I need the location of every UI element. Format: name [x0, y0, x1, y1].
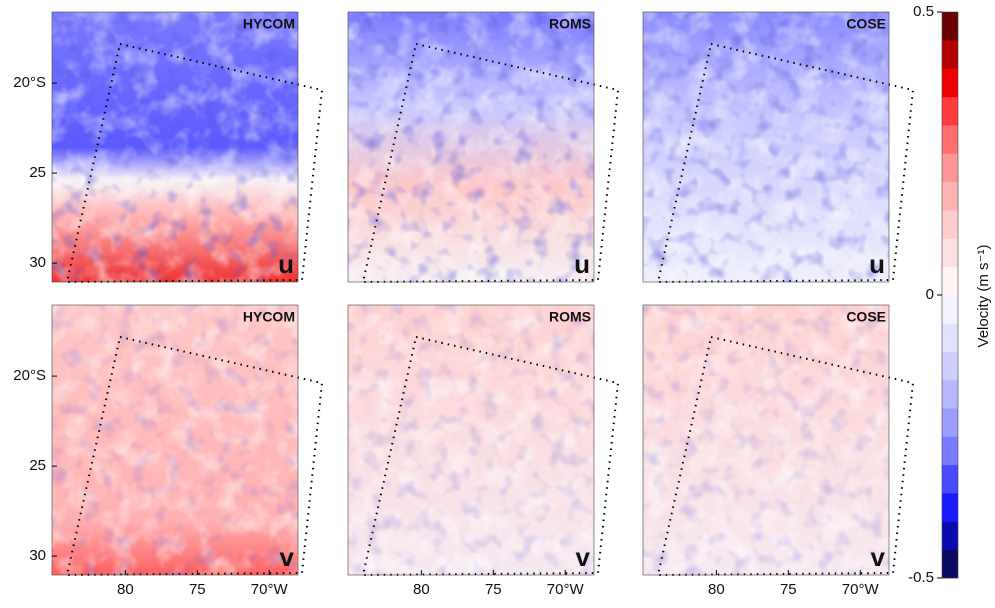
map-panel: HYCOM u 20°S 25 30	[13, 11, 324, 284]
panel-title: HYCOM	[243, 16, 295, 32]
field-texture	[348, 305, 594, 575]
panel-title: ROMS	[549, 16, 591, 32]
panel-title: HYCOM	[243, 309, 295, 325]
y-tick-label: 25	[29, 164, 46, 181]
field-texture	[643, 305, 889, 575]
colorbar-tick-label: 0	[926, 286, 934, 303]
y-tick-label: 25	[29, 457, 46, 474]
colorbar-band	[942, 436, 958, 466]
y-tick-label: 20°S	[13, 367, 46, 384]
panel-frame	[51, 11, 299, 283]
panel-variable: u	[278, 249, 294, 279]
colorbar-band	[942, 295, 958, 324]
panel-frame	[347, 304, 595, 576]
field-texture	[348, 12, 594, 282]
x-tick-label: 80	[117, 581, 134, 598]
panel-variable: v	[871, 542, 886, 572]
panel-frame	[51, 304, 299, 576]
colorbar-band	[942, 379, 958, 409]
colorbar-band	[942, 125, 958, 154]
x-tick-label: 70°W	[842, 581, 880, 598]
map-panel: ROMS v 80 75 70°W	[347, 304, 620, 598]
x-tick-label: 75	[189, 581, 206, 598]
colorbar-band	[942, 68, 958, 98]
colorbar-band	[942, 351, 958, 381]
colorbar-band	[942, 210, 958, 239]
colorbar-band	[942, 549, 958, 579]
x-tick-label: 80	[708, 581, 725, 598]
map-panel: ROMS u	[347, 11, 620, 284]
y-tick-label: 30	[29, 547, 46, 564]
map-panel: COSE u	[642, 11, 915, 284]
panel-frame	[347, 11, 595, 283]
colorbar-band	[942, 153, 958, 183]
x-tick-label: 75	[485, 581, 502, 598]
panel-frame	[642, 11, 890, 283]
x-tick-label: 75	[780, 581, 797, 598]
field-texture	[52, 12, 298, 282]
y-tick-label: 30	[29, 254, 46, 271]
panel-title: COSE	[846, 309, 886, 325]
x-tick-label: 70°W	[547, 581, 585, 598]
y-tick-label: 20°S	[13, 74, 46, 91]
map-panel: HYCOM v 20°S 25 30 80 75 70°W	[13, 304, 324, 598]
colorbar-tick-label: -0.5	[908, 569, 934, 586]
x-tick-label: 70°W	[251, 581, 289, 598]
colorbar-band	[942, 521, 958, 550]
colorbar-band	[942, 266, 958, 296]
colorbar-band	[942, 323, 958, 352]
x-tick-label: 80	[413, 581, 430, 598]
panel-variable: u	[869, 249, 885, 279]
colorbar-band	[942, 181, 958, 211]
colorbar-tick-label: 0.5	[913, 3, 934, 20]
panel-variable: v	[280, 542, 295, 572]
field-texture	[643, 12, 889, 282]
colorbar-band	[942, 238, 958, 267]
colorbar-band	[942, 12, 958, 41]
panel-variable: u	[574, 249, 590, 279]
field-texture	[52, 305, 298, 575]
panel-title: ROMS	[549, 309, 591, 325]
colorbar-band	[942, 493, 958, 522]
panel-variable: v	[576, 542, 591, 572]
panel-title: COSE	[846, 16, 886, 32]
colorbar-band	[942, 464, 958, 494]
colorbar-band	[942, 408, 958, 437]
panel-frame	[642, 304, 890, 576]
colorbar-band	[942, 96, 958, 126]
map-panel: COSE v 80 75 70°W	[642, 304, 915, 598]
colorbar-band	[942, 40, 958, 69]
colorbar-label: Velocity (m s⁻¹)	[975, 245, 992, 348]
